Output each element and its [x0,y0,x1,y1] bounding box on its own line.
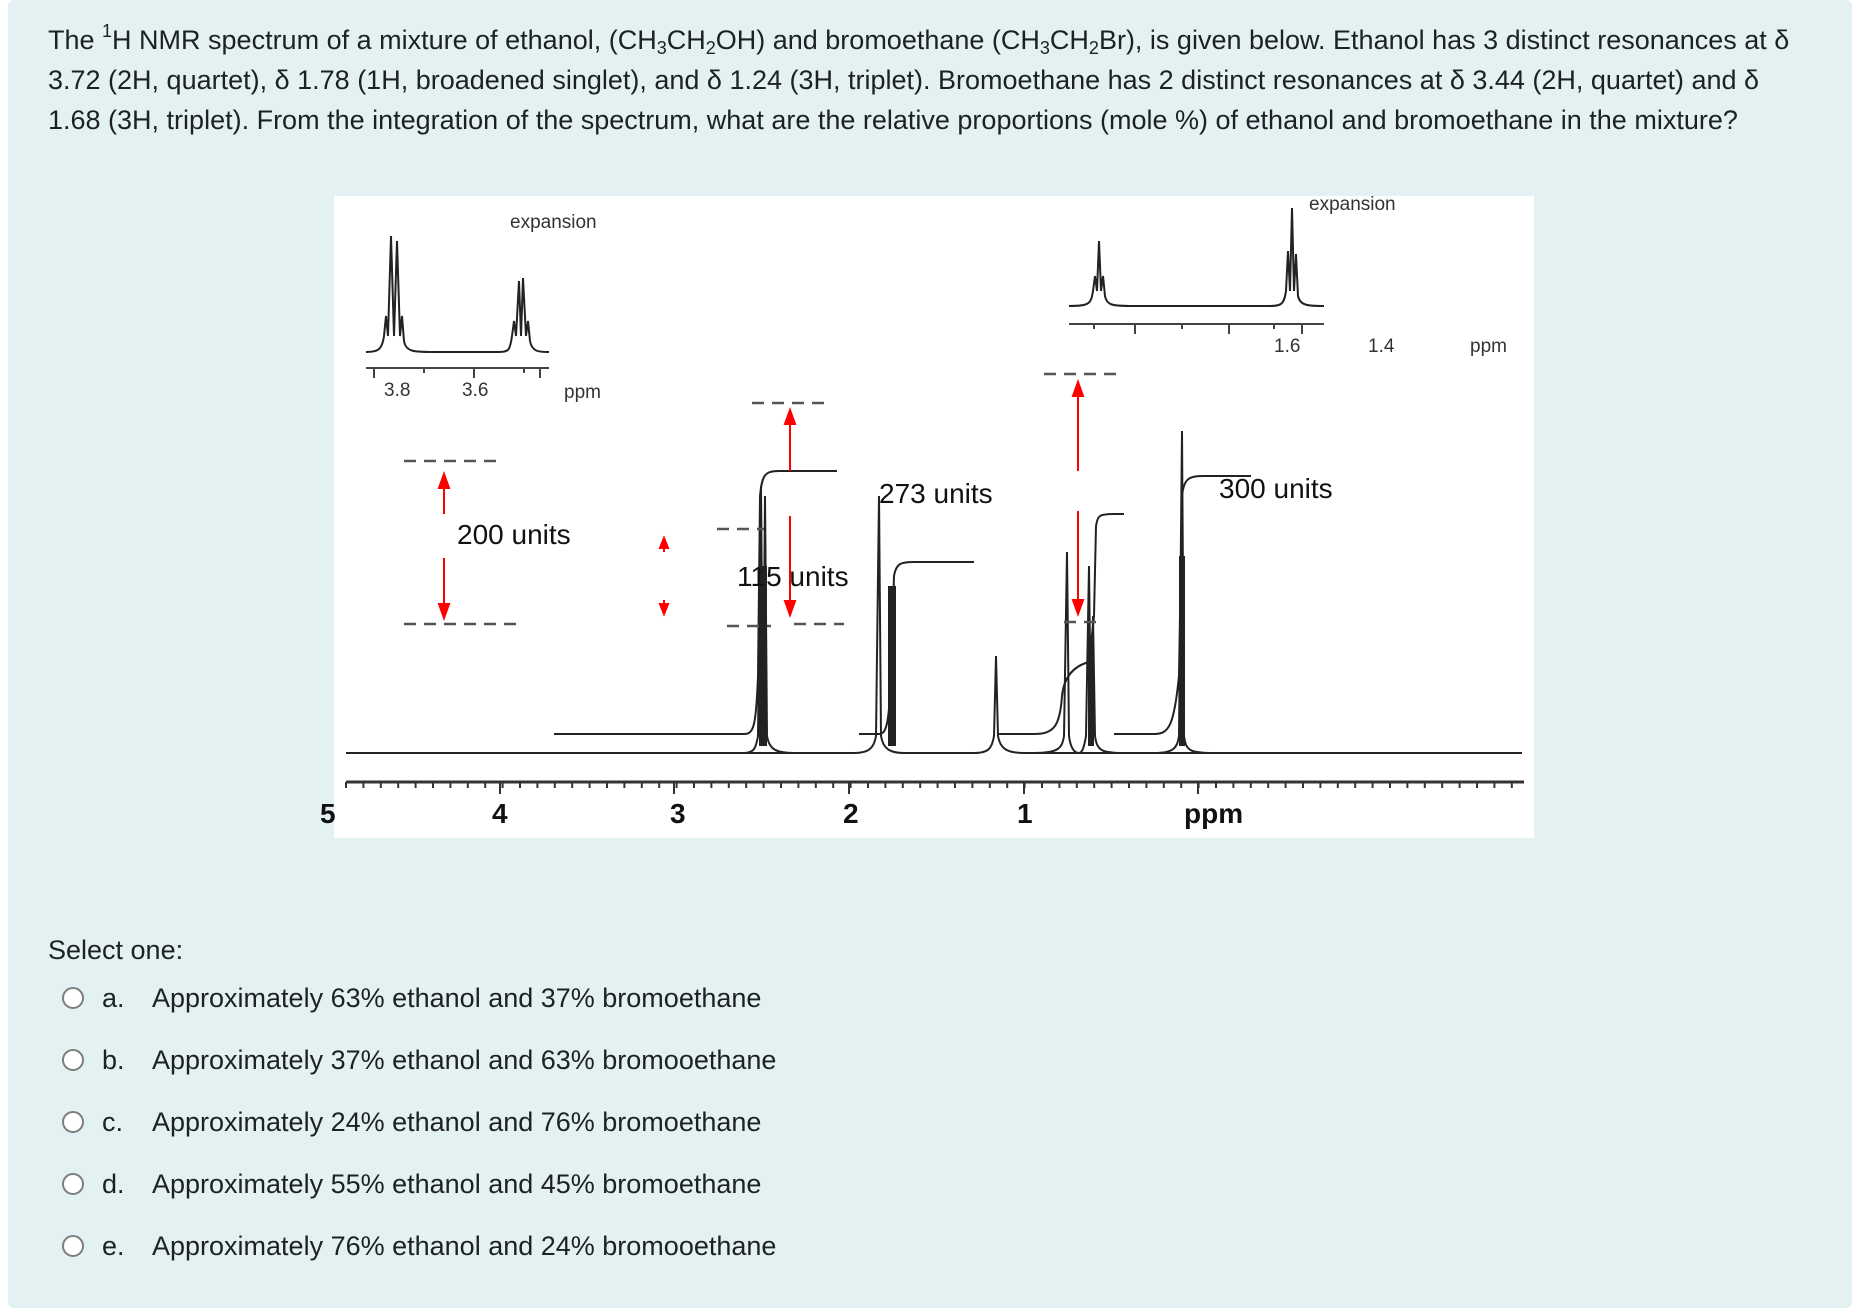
axis-tick-3: 3 [670,798,686,829]
integral-label-273: 273 units [879,478,993,509]
axis-tick-4: 4 [492,798,508,829]
select-one-prompt: Select one: [48,935,184,965]
option-letter: e. [102,1230,125,1261]
option-d[interactable]: d. Approximately 55% ethanol and 45% bro… [62,1164,761,1204]
axis-tick-1: 1 [1017,798,1033,829]
axis-unit-ppm: ppm [1184,798,1244,829]
integral-label-200: 200 units [457,519,571,550]
radio-button-c[interactable] [62,1111,84,1133]
expansion-label-right: expansion [1309,194,1396,215]
radio-button-b[interactable] [62,1049,84,1071]
expansion-right-tick-1.6: 1.6 [1274,336,1301,357]
option-text: Approximately 76% ethanol and 24% bromoo… [152,1230,777,1261]
option-text: Approximately 63% ethanol and 37% bromoe… [152,982,762,1013]
expansion-left-tick-3.8: 3.8 [384,380,411,401]
expansion-left-tick-3.6: 3.6 [462,380,489,401]
axis-tick-5: 5 [320,798,336,829]
option-b[interactable]: b. Approximately 37% ethanol and 63% bro… [62,1040,776,1080]
radio-button-a[interactable] [62,987,84,1009]
question-text: The 1H NMR spectrum of a mixture of etha… [48,21,1790,135]
option-letter: d. [102,1168,125,1199]
expansion-right-ppm: ppm [1470,336,1507,357]
option-e[interactable]: e. Approximately 76% ethanol and 24% bro… [62,1226,776,1266]
expansion-label-left: expansion [510,212,597,233]
option-letter: b. [102,1044,125,1075]
axis-tick-2: 2 [843,798,859,829]
option-text: Approximately 37% ethanol and 63% bromoo… [152,1044,777,1075]
option-text: Approximately 55% ethanol and 45% bromoe… [152,1168,762,1199]
nmr-spectrum-figure: expansion 3.8 3.6 ppm expansion 1.6 1.4 … [320,194,1534,838]
nmr-spectrum-graphic [345,207,1524,794]
option-letter: a. [102,982,125,1013]
option-c[interactable]: c. Approximately 24% ethanol and 76% bro… [62,1102,761,1142]
option-a[interactable]: a. Approximately 63% ethanol and 37% bro… [62,978,761,1018]
option-text: Approximately 24% ethanol and 76% bromoe… [152,1106,762,1137]
radio-button-e[interactable] [62,1235,84,1257]
expansion-left-ppm: ppm [564,382,601,403]
radio-button-d[interactable] [62,1173,84,1195]
integral-label-300: 300 units [1219,473,1333,504]
expansion-right-tick-1.4: 1.4 [1368,336,1395,357]
integral-label-115: 115 units [737,561,849,592]
option-letter: c. [102,1106,124,1137]
